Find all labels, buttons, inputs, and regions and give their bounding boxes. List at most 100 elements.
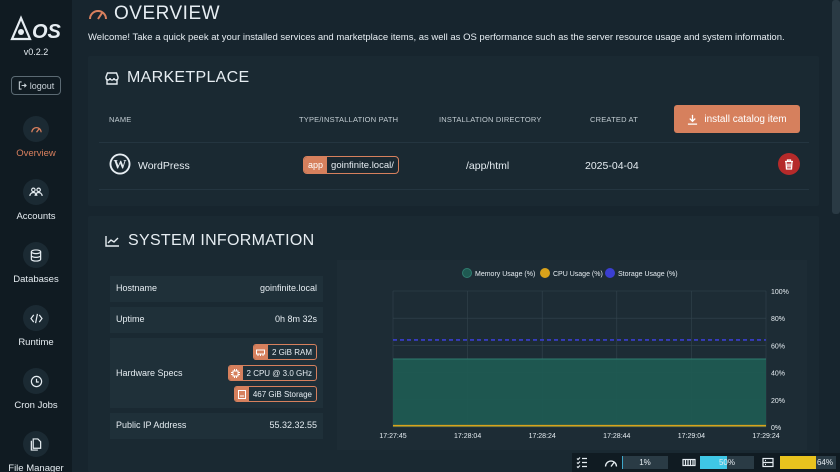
system-info-title-text: System Information (128, 232, 315, 249)
installation-path-tag[interactable]: app goinfinite.local/ (303, 156, 399, 174)
delete-button[interactable] (778, 153, 800, 175)
x-tick-label: 17:28:04 (454, 433, 481, 440)
marketplace-card: Marketplace NAME TYPE/INSTALLATION PATH … (88, 56, 819, 206)
info-row-ip: Public IP Address 55.32.32.55 (110, 413, 323, 439)
sidebar-item-databases[interactable]: Databases (0, 242, 72, 298)
os-logo: OS (10, 15, 62, 43)
app-version: v0.2.2 (23, 47, 49, 57)
sidebar: OS v0.2.2 logout Overview Accounts Datab… (0, 0, 72, 472)
info-row-hostname: Hostname goinfinite.local (110, 276, 323, 302)
memory-usage-meter: 50% (700, 456, 754, 469)
x-tick-label: 17:29:24 (752, 433, 779, 440)
sidebar-label-runtime: Runtime (18, 337, 54, 348)
install-catalog-item-button[interactable]: install catalog item (674, 105, 800, 133)
legend-marker (462, 268, 472, 278)
memory-usage-fill (700, 456, 727, 469)
sidebar-item-cron-jobs[interactable]: Cron Jobs (0, 368, 72, 424)
column-header-name: NAME (109, 115, 132, 124)
welcome-text: Welcome! Take a quick peek at your insta… (88, 32, 785, 43)
sidebar-label-file-manager: File Manager (8, 463, 64, 472)
info-row-hardware: Hardware Specs 2 GiB RAM 2 CPU @ 3.0 GHz… (110, 338, 323, 408)
installation-directory: /app/html (466, 160, 510, 172)
svg-text:W: W (114, 157, 127, 172)
logo-text: OS (32, 21, 62, 43)
ip-label: Public IP Address (116, 420, 187, 430)
usage-chart-panel: 0% 20% 40% 60% 80% 100% 17:27:45 17:28:04 17:28:… (337, 260, 807, 450)
x-tick-label: 17:28:24 (529, 433, 556, 440)
hostname-value: goinfinite.local (259, 283, 317, 293)
page-title: Overview (88, 3, 220, 25)
series-area-memory (393, 359, 766, 427)
hardware-label: Hardware Specs (116, 368, 183, 378)
created-at: 2025-04-04 (585, 160, 639, 172)
sidebar-label-accounts: Accounts (16, 211, 56, 222)
sidebar-item-overview[interactable]: Overview (0, 116, 72, 172)
download-icon (688, 114, 698, 125)
spec-cpu: 2 CPU @ 3.0 GHz (246, 368, 312, 378)
memory-icon (682, 458, 696, 467)
spec-ram-chip: 2 GiB RAM (252, 344, 317, 360)
memory-usage-text: 50% (718, 458, 735, 467)
gauge-icon (89, 10, 107, 20)
scrollbar[interactable] (832, 0, 840, 214)
sidebar-item-accounts[interactable]: Accounts (0, 179, 72, 235)
clock-icon (30, 375, 42, 387)
y-tick-label: 60% (771, 343, 785, 350)
y-tick-label: 20% (771, 398, 785, 405)
x-tick-label: 17:27:45 (379, 433, 406, 440)
column-header-directory: INSTALLATION DIRECTORY (439, 115, 542, 124)
sidebar-label-cron-jobs: Cron Jobs (14, 400, 58, 411)
tasks-icon[interactable] (576, 456, 588, 469)
memory-icon (256, 349, 266, 356)
logout-label: logout (29, 80, 55, 91)
legend-label: Storage Usage (%) (618, 271, 678, 278)
spec-ram: 2 GiB RAM (271, 347, 312, 357)
installation-path: goinfinite.local/ (331, 159, 394, 171)
system-info-title: System Information (105, 232, 314, 250)
legend-label: CPU Usage (%) (553, 271, 603, 278)
info-row-uptime: Uptime 0h 8m 32s (110, 307, 323, 333)
storage-usage-meter: 64% (780, 456, 836, 469)
y-tick-label: 80% (771, 316, 785, 323)
cpu-usage-text: 1% (639, 458, 651, 467)
wordpress-icon: W (109, 153, 131, 175)
spec-storage: 467 GiB Storage (252, 389, 312, 399)
chart-line-icon (105, 236, 119, 247)
sidebar-label-overview: Overview (16, 148, 56, 159)
legend-marker (605, 268, 615, 278)
type-prefix: app (304, 157, 328, 173)
y-tick-label: 0% (771, 425, 781, 432)
ip-value: 55.32.32.55 (269, 420, 317, 430)
x-tick-label: 17:28:44 (603, 433, 630, 440)
y-tick-label: 100% (771, 289, 789, 296)
logout-button[interactable]: logout (11, 76, 61, 95)
files-icon (30, 437, 42, 451)
logout-icon (18, 81, 27, 90)
marketplace-title-text: Marketplace (127, 69, 250, 86)
gauge-icon (30, 126, 42, 133)
code-icon (29, 313, 43, 323)
install-catalog-item-label: install catalog item (704, 113, 787, 125)
x-tick-label: 17:29:04 (678, 433, 705, 440)
users-icon (29, 187, 43, 196)
cpu-icon (231, 368, 241, 378)
uptime-value: 0h 8m 32s (274, 314, 317, 324)
sidebar-item-file-manager[interactable]: File Manager (0, 431, 72, 472)
column-header-created: CREATED AT (590, 115, 638, 124)
storage-icon (762, 457, 774, 468)
legend-label: Memory Usage (%) (475, 271, 535, 278)
storage-usage-text: 64% (816, 458, 833, 467)
usage-chart: 0% 20% 40% 60% 80% 100% 17:27:45 17:28:04 17:28:… (379, 268, 789, 440)
sidebar-item-runtime[interactable]: Runtime (0, 305, 72, 361)
column-header-type: TYPE/INSTALLATION PATH (299, 115, 399, 124)
store-icon (105, 71, 119, 85)
cpu-usage-meter: 1% (622, 456, 668, 469)
table-divider (99, 142, 809, 143)
database-icon (30, 248, 42, 262)
storage-usage-fill (780, 456, 816, 469)
status-bar: 1% 50% 64% (572, 453, 840, 472)
storage-icon (237, 389, 246, 399)
y-tick-label: 40% (771, 371, 785, 378)
sidebar-label-databases: Databases (13, 274, 59, 285)
marketplace-title: Marketplace (105, 69, 249, 87)
